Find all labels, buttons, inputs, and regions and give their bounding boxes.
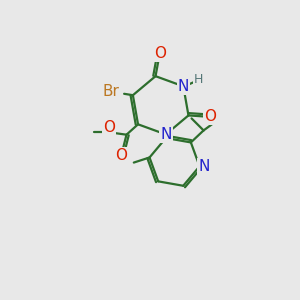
Text: O: O — [103, 120, 116, 135]
Text: O: O — [115, 148, 127, 164]
Text: O: O — [204, 109, 216, 124]
Text: Br: Br — [103, 85, 120, 100]
Text: N: N — [198, 159, 209, 174]
Text: N: N — [160, 127, 172, 142]
Text: N: N — [178, 79, 189, 94]
Text: O: O — [154, 46, 166, 61]
Text: H: H — [194, 73, 203, 86]
